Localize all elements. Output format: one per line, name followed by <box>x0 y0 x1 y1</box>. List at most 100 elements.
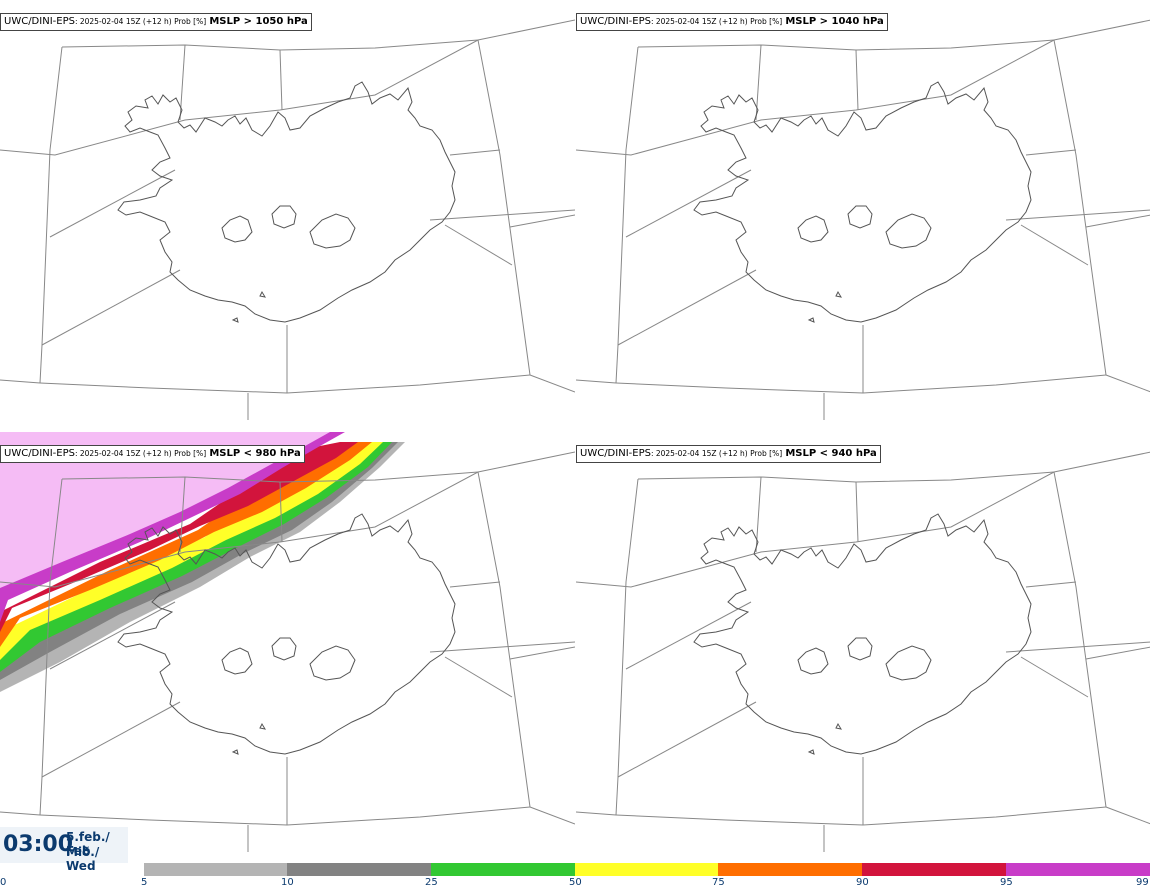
graticule-line <box>279 481 283 543</box>
graticule-line <box>429 209 575 221</box>
coastline-path <box>835 722 843 730</box>
graticule-line <box>1053 471 1107 808</box>
graticule-line <box>615 478 639 816</box>
graticule-line <box>1053 39 1107 376</box>
colorbar-tick: 0 <box>0 877 7 888</box>
graticule-line <box>1105 806 1150 825</box>
valid-date-line: 5.feb./ Feb <box>66 830 110 858</box>
coastline-path <box>221 215 253 243</box>
valid-weekday-line: Mið./ Wed <box>66 845 100 873</box>
graticule-line <box>61 39 479 51</box>
map-panel-mslp-lt-980: UWC/DINI-EPS: 2025-02-04 15Z (+12 h) Pro… <box>0 432 575 852</box>
colorbar-tick: 50 <box>569 877 582 888</box>
graticule-line <box>755 44 762 121</box>
graticule-line <box>576 379 617 384</box>
colorbar-tick: 10 <box>281 877 294 888</box>
graticule-line <box>1020 224 1089 266</box>
coastline-path <box>309 213 356 249</box>
graticule-line <box>41 269 181 346</box>
graticule-lines <box>0 451 575 852</box>
graticule-line <box>49 601 176 670</box>
graticule-line <box>0 811 41 816</box>
coastline-path <box>117 81 456 323</box>
graticule-line <box>444 224 513 266</box>
coastline-path <box>835 290 843 298</box>
graticule-line <box>1105 374 1150 393</box>
map-canvas <box>0 432 575 852</box>
colorbar-segment-95-99 <box>1006 863 1150 876</box>
coastline-path <box>221 647 253 675</box>
graticule-line <box>1085 214 1150 228</box>
probability-colorbar <box>144 863 1150 876</box>
panel-title: UWC/DINI-EPS: 2025-02-04 15Z (+12 h) Pro… <box>0 445 305 463</box>
graticule-line <box>509 214 575 228</box>
colorbar-segment-5-10 <box>144 863 287 876</box>
coastline-path <box>693 81 1032 323</box>
graticule-line <box>625 601 752 670</box>
colorbar-tick: 90 <box>856 877 869 888</box>
valid-time-box: 03:00 5.feb./ Feb Mið./ Wed <box>0 827 128 873</box>
graticule-line <box>625 169 752 238</box>
panel-title: UWC/DINI-EPS: 2025-02-04 15Z (+12 h) Pro… <box>576 445 881 463</box>
colorbar-tick: 5 <box>141 877 148 888</box>
graticule-line <box>41 701 181 778</box>
coastline-path <box>271 205 297 229</box>
band-99-100 <box>0 432 330 612</box>
coastline-path <box>807 749 815 755</box>
coastline-path <box>847 637 873 661</box>
graticule-line <box>576 19 1150 156</box>
colorbar-tick: 75 <box>712 877 725 888</box>
coastline-path <box>885 213 932 249</box>
graticule-line <box>39 806 531 826</box>
graticule-line <box>477 471 531 808</box>
iceland-coastline <box>693 513 1032 755</box>
graticule-line <box>429 641 575 653</box>
graticule-line <box>615 374 1107 394</box>
colorbar-segment-90-95 <box>862 863 1006 876</box>
iceland-coastline <box>693 81 1032 323</box>
graticule-line <box>179 44 186 121</box>
coastline-path <box>797 215 829 243</box>
graticule-lines <box>0 19 575 420</box>
probability-bands <box>0 432 405 692</box>
graticule-line <box>1020 656 1089 698</box>
coastline-path <box>797 647 829 675</box>
band-90-95 <box>0 442 358 632</box>
graticule-lines <box>576 451 1150 852</box>
colorbar-tick: 95 <box>1000 877 1013 888</box>
coastline-path <box>847 205 873 229</box>
colorbar-tick: 99 <box>1136 877 1149 888</box>
graticule-line <box>39 478 63 816</box>
colorbar-tick: 25 <box>425 877 438 888</box>
coastline-path <box>271 637 297 661</box>
colorbar-segment-25-50 <box>431 863 575 876</box>
graticule-line <box>855 481 859 543</box>
map-canvas <box>0 19 575 420</box>
coastline-path <box>807 317 815 323</box>
graticule-line <box>615 806 1107 826</box>
map-panel-mslp-gt-1040: UWC/DINI-EPS: 2025-02-04 15Z (+12 h) Pro… <box>576 0 1150 420</box>
panel-title: UWC/DINI-EPS: 2025-02-04 15Z (+12 h) Pro… <box>576 13 888 31</box>
graticule-line <box>637 39 1055 51</box>
panel-title: UWC/DINI-EPS: 2025-02-04 15Z (+12 h) Pro… <box>0 13 312 31</box>
graticule-line <box>576 811 617 816</box>
iceland-coastline <box>117 513 456 755</box>
graticule-line <box>39 374 531 394</box>
colorbar-segment-75-90 <box>718 863 862 876</box>
graticule-line <box>529 374 575 393</box>
graticule-line <box>637 471 1055 483</box>
graticule-line <box>576 451 1150 588</box>
coastline-path <box>117 513 456 755</box>
graticule-line <box>617 269 757 346</box>
band-75-90 <box>0 442 372 647</box>
coastline-path <box>231 317 239 323</box>
graticule-line <box>39 46 63 384</box>
graticule-line <box>279 49 283 111</box>
graticule-lines <box>576 19 1150 420</box>
graticule-line <box>617 701 757 778</box>
graticule-line <box>1005 209 1150 221</box>
graticule-line <box>1025 581 1077 588</box>
graticule-line <box>0 19 575 156</box>
graticule-line <box>477 39 531 376</box>
graticule-line <box>0 379 41 384</box>
